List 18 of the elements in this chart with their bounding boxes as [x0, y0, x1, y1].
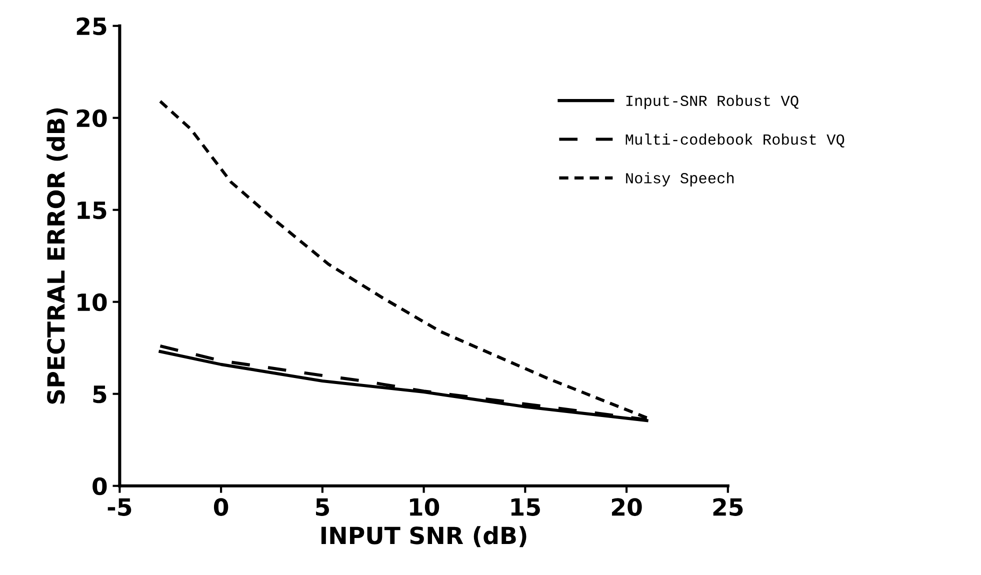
y-axis-title: SPECTRAL ERROR (dB)	[46, 108, 68, 404]
x-axis-title: INPUT SNR (dB)	[321, 526, 526, 548]
x-tick-label: 5	[316, 498, 329, 516]
x-tick-label: 25	[713, 498, 743, 516]
legend-label: Noisy Speech	[626, 172, 734, 186]
y-tick-label: 10	[78, 293, 107, 312]
x-tick-label: 0	[214, 498, 228, 516]
legend-label: Multi-codebook Robust VQ	[626, 134, 844, 148]
y-tick-label: 0	[92, 477, 107, 496]
y-tick-label: 20	[76, 109, 107, 128]
x-tick-label: -5	[108, 498, 132, 516]
y-tick-label: 25	[76, 17, 106, 36]
x-tick-label: 10	[410, 498, 440, 516]
y-tick-label: 5	[93, 386, 106, 404]
x-tick-label: 15	[511, 498, 540, 516]
x-tick-label: 20	[612, 498, 642, 516]
y-tick-label: 15	[78, 202, 106, 220]
legend-label: Input-SNR Robust VQ	[626, 94, 798, 110]
